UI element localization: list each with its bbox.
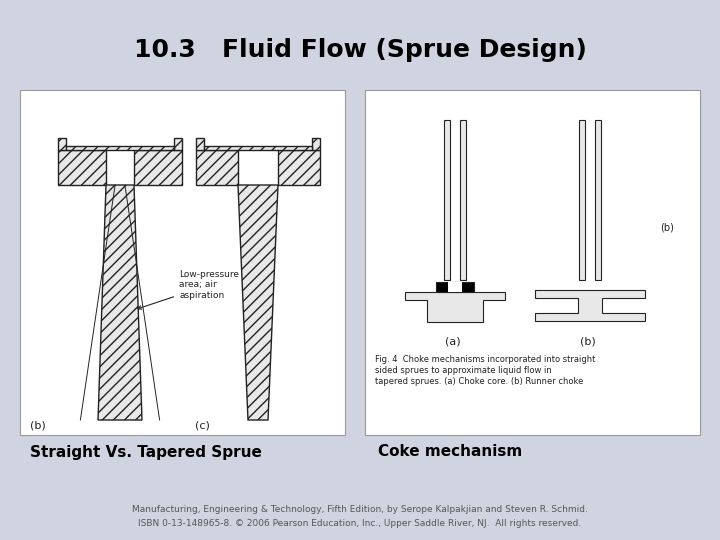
Bar [460, 120, 466, 280]
Polygon shape [174, 138, 182, 150]
Text: (b): (b) [580, 337, 595, 347]
Text: tapered sprues. (a) Choke core. (b) Runner choke: tapered sprues. (a) Choke core. (b) Runn… [375, 377, 583, 386]
Polygon shape [535, 290, 645, 321]
Polygon shape [238, 185, 278, 420]
Text: (b): (b) [660, 222, 674, 232]
Bar [579, 120, 585, 280]
Text: (b): (b) [30, 420, 46, 430]
Polygon shape [204, 146, 312, 150]
Polygon shape [405, 292, 505, 322]
Text: Fig. 4  Choke mechanisms incorporated into straight: Fig. 4 Choke mechanisms incorporated int… [375, 355, 595, 364]
Text: (a): (a) [445, 337, 461, 347]
Text: Straight Vs. Tapered Sprue: Straight Vs. Tapered Sprue [30, 444, 262, 460]
Polygon shape [58, 150, 106, 185]
Text: Low-pressure
area; air
aspiration: Low-pressure area; air aspiration [138, 270, 239, 309]
Bar [436, 282, 474, 292]
Polygon shape [196, 150, 238, 185]
Polygon shape [196, 138, 204, 150]
Text: 10.3   Fluid Flow (Sprue Design): 10.3 Fluid Flow (Sprue Design) [134, 38, 586, 62]
Text: (c): (c) [195, 420, 210, 430]
Bar [20, 90, 345, 435]
Polygon shape [98, 185, 142, 420]
Polygon shape [66, 146, 174, 150]
Text: Coke mechanism: Coke mechanism [378, 444, 522, 460]
Bar [595, 120, 601, 280]
Polygon shape [58, 138, 66, 150]
Polygon shape [134, 150, 182, 185]
Bar [448, 282, 462, 292]
Text: sided sprues to approximate liquid flow in: sided sprues to approximate liquid flow … [375, 366, 552, 375]
Bar [365, 90, 700, 435]
Polygon shape [312, 138, 320, 150]
Bar [444, 120, 450, 280]
Text: ISBN 0-13-148965-8. © 2006 Pearson Education, Inc., Upper Saddle River, NJ.  All: ISBN 0-13-148965-8. © 2006 Pearson Educa… [138, 519, 582, 529]
Polygon shape [278, 150, 320, 185]
Text: Manufacturing, Engineering & Technology, Fifth Edition, by Serope Kalpakjian and: Manufacturing, Engineering & Technology,… [132, 505, 588, 515]
